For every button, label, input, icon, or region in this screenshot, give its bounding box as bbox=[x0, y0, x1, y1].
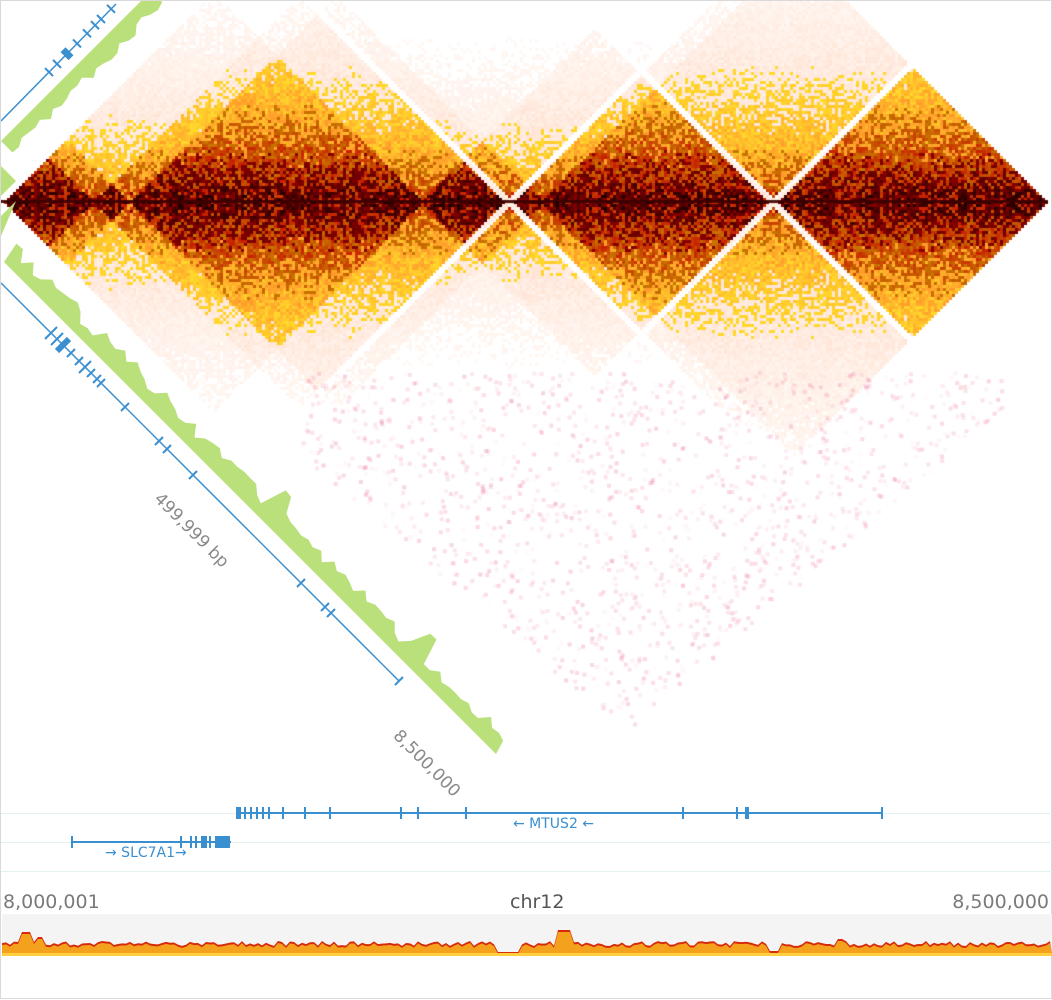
region-start-label: 8,000,001 bbox=[3, 891, 100, 913]
signal-track-diagonal bbox=[1, 1, 504, 754]
gene-slc7a1[interactable] bbox=[71, 836, 231, 848]
gene-label-mtus2[interactable]: ← MTUS2 ← bbox=[513, 816, 595, 832]
gene-label-slc7a1[interactable]: → SLC7A1→ bbox=[105, 845, 187, 861]
coverage-baseline bbox=[2, 953, 1052, 956]
coverage-fill bbox=[2, 932, 1052, 954]
contact-heatmap[interactable] bbox=[1, 1, 1052, 801]
chromosome-label[interactable]: chr12 bbox=[510, 891, 565, 913]
gene-mtus2[interactable] bbox=[236, 807, 883, 819]
region-end-label: 8,500,000 bbox=[952, 891, 1049, 913]
track-divider bbox=[1, 842, 1052, 843]
track-divider bbox=[1, 871, 1052, 872]
gene-track-diagonal bbox=[1, 282, 404, 686]
gene-track-top-diagonal bbox=[1, 3, 117, 122]
